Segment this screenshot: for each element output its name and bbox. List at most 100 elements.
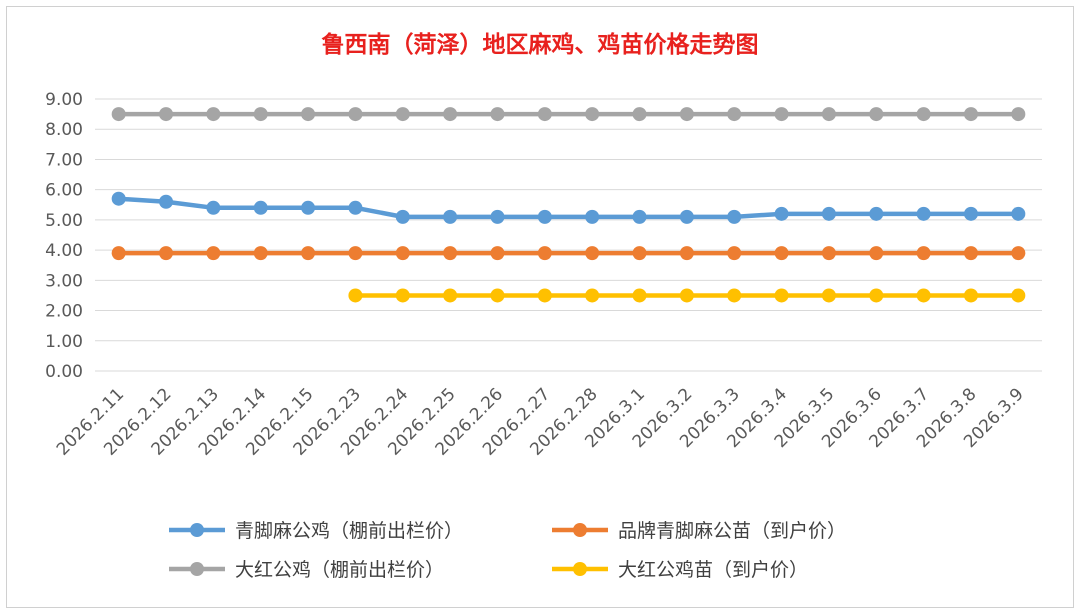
data-point	[490, 107, 505, 122]
data-point	[585, 107, 600, 122]
data-point	[301, 246, 316, 261]
data-point	[821, 246, 836, 261]
data-point	[632, 246, 647, 261]
data-point	[916, 246, 931, 261]
data-point	[206, 200, 221, 215]
data-point	[301, 107, 316, 122]
gridlines	[95, 98, 1042, 372]
y-axis-ticks: 0.00 1.00 2.00 3.00 4.00 5.00 6.00 7.00 8.00 9.00	[45, 90, 83, 382]
data-point	[443, 209, 458, 224]
data-point	[963, 288, 978, 303]
data-point	[159, 194, 174, 209]
data-point	[1011, 107, 1026, 122]
series-1	[111, 246, 1026, 261]
legend-swatch-marker	[573, 523, 587, 537]
data-point	[727, 288, 742, 303]
data-point	[348, 107, 363, 122]
data-point	[679, 246, 694, 261]
data-point	[869, 246, 884, 261]
data-point	[585, 246, 600, 261]
legend-entry: 大红公鸡（棚前出栏价）	[169, 559, 444, 581]
y-tick-label: 3.00	[45, 271, 83, 291]
data-point	[443, 246, 458, 261]
series-3	[348, 288, 1026, 303]
legend-entry: 大红公鸡苗（到户价）	[552, 559, 808, 581]
data-point	[1011, 206, 1026, 221]
x-axis-ticks: 2026.2.112026.2.122026.2.132026.2.142026…	[53, 384, 1028, 459]
data-point	[632, 107, 647, 122]
chart-frame: 鲁西南（菏泽）地区麻鸡、鸡苗价格走势图 0.00 1.00 2.00 3.00 4.00…	[6, 6, 1074, 608]
data-point	[490, 246, 505, 261]
data-point	[537, 246, 552, 261]
line-chart: 鲁西南（菏泽）地区麻鸡、鸡苗价格走势图 0.00 1.00 2.00 3.00 4.00…	[45, 31, 1042, 581]
data-point	[395, 288, 410, 303]
y-tick-label: 4.00	[45, 241, 83, 261]
legend-swatch-marker	[190, 562, 204, 576]
data-point	[1011, 288, 1026, 303]
data-point	[916, 107, 931, 122]
data-point	[395, 209, 410, 224]
data-point	[916, 288, 931, 303]
data-point	[679, 107, 694, 122]
series-2	[111, 107, 1026, 122]
data-point	[253, 107, 268, 122]
data-point	[537, 288, 552, 303]
data-point	[821, 288, 836, 303]
data-point	[585, 209, 600, 224]
legend-swatch-marker	[573, 562, 587, 576]
data-point	[159, 246, 174, 261]
data-point	[727, 107, 742, 122]
data-point	[632, 288, 647, 303]
data-point	[821, 206, 836, 221]
legend-label: 大红公鸡苗（到户价）	[618, 559, 808, 581]
data-point	[774, 206, 789, 221]
legend-swatch-marker	[190, 523, 204, 537]
data-point	[395, 107, 410, 122]
data-point	[490, 288, 505, 303]
data-point	[348, 200, 363, 215]
y-tick-label: 9.00	[45, 90, 83, 110]
y-tick-label: 6.00	[45, 181, 83, 201]
data-point	[490, 209, 505, 224]
data-point	[869, 206, 884, 221]
y-tick-label: 7.00	[45, 150, 83, 170]
data-point	[111, 107, 126, 122]
data-point	[206, 107, 221, 122]
data-point	[632, 209, 647, 224]
data-point	[963, 107, 978, 122]
data-point	[301, 200, 316, 215]
series-line	[118, 196, 1019, 220]
series-lines	[111, 107, 1026, 303]
data-point	[869, 288, 884, 303]
legend-entry: 品牌青脚麻公苗（到户价）	[552, 520, 846, 542]
data-point	[727, 246, 742, 261]
data-point	[774, 246, 789, 261]
y-tick-label: 8.00	[45, 120, 83, 140]
data-point	[537, 209, 552, 224]
data-point	[916, 206, 931, 221]
data-point	[585, 288, 600, 303]
y-tick-label: 5.00	[45, 211, 83, 231]
legend: 青脚麻公鸡（棚前出栏价） 品牌青脚麻公苗（到户价） 大红公鸡（棚前出栏价） 大红公鸡苗…	[169, 520, 846, 581]
y-tick-label: 1.00	[45, 332, 83, 352]
chart-title: 鲁西南（菏泽）地区麻鸡、鸡苗价格走势图	[321, 31, 759, 58]
y-tick-label: 0.00	[45, 362, 83, 382]
data-point	[443, 288, 458, 303]
data-point	[963, 246, 978, 261]
data-point	[253, 200, 268, 215]
data-point	[821, 107, 836, 122]
legend-label: 大红公鸡（棚前出栏价）	[235, 559, 444, 581]
data-point	[206, 246, 221, 261]
data-point	[679, 209, 694, 224]
data-point	[679, 288, 694, 303]
data-point	[395, 246, 410, 261]
data-point	[774, 107, 789, 122]
data-point	[253, 246, 268, 261]
legend-entry: 青脚麻公鸡（棚前出栏价）	[169, 520, 463, 542]
data-point	[963, 206, 978, 221]
data-point	[1011, 246, 1026, 261]
legend-label: 青脚麻公鸡（棚前出栏价）	[235, 520, 463, 542]
legend-label: 品牌青脚麻公苗（到户价）	[618, 520, 846, 542]
y-tick-label: 2.00	[45, 302, 83, 322]
data-point	[443, 107, 458, 122]
